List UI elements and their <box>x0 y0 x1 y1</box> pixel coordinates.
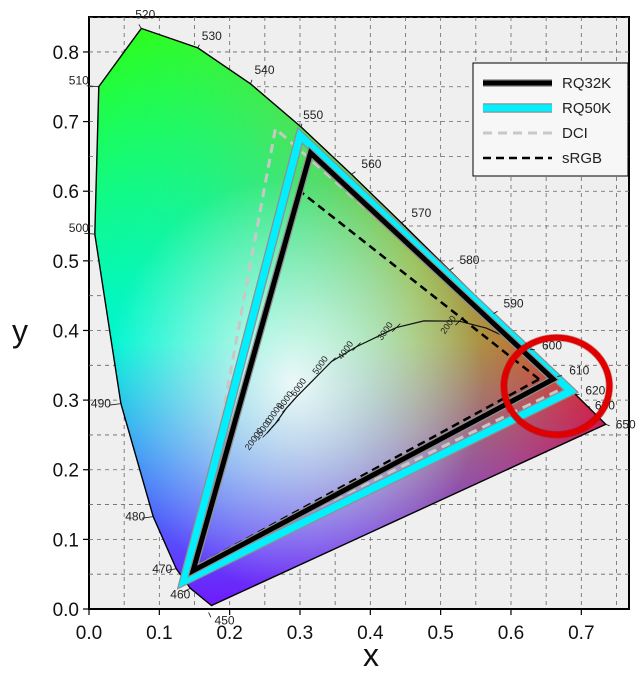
y-tick-label: 0.0 <box>53 600 79 621</box>
cct-tick <box>271 419 280 428</box>
wavelength-label: 490 <box>91 397 111 411</box>
cct-tick <box>262 429 271 438</box>
highlight-ring <box>500 334 613 438</box>
wavelength-tick <box>300 123 303 128</box>
wavelength-tick <box>493 310 498 314</box>
y-tick-label: 0.4 <box>53 321 80 342</box>
wavelength-label: 520 <box>135 7 155 21</box>
axis-ticks: 0.0 0.1 0.2 0.3 0.4 0.5 0.6 0.7 0.0 0.1 0.2 0.3 0.4 0… <box>53 43 595 644</box>
x-tick-label: 0.3 <box>287 623 313 644</box>
x-axis-label: x <box>363 637 379 673</box>
wavelength-label: 530 <box>202 29 222 43</box>
wavelength-tick <box>86 85 99 88</box>
y-tick-label: 0.6 <box>53 182 79 203</box>
wavelength-tick <box>138 24 142 29</box>
x-tick-label: 0.2 <box>216 623 242 644</box>
cct-tick <box>327 357 336 366</box>
gamut-rq32k <box>189 148 558 576</box>
legend: RQ32K RQ50K DCI sRGB <box>472 62 629 177</box>
wavelength-label: 500 <box>69 221 89 235</box>
y-tick-label: 0.5 <box>53 252 79 273</box>
x-tick-label: 0.1 <box>146 623 172 644</box>
y-tick-label: 0.8 <box>53 43 79 64</box>
y-axis-label: y <box>12 313 28 349</box>
cct-tick <box>352 342 361 351</box>
wavelength-label: 550 <box>303 108 323 122</box>
wavelength-tick <box>449 267 454 271</box>
wavelength-tick <box>208 612 212 618</box>
wavelength-label: 650 <box>616 417 636 431</box>
wavelength-tick <box>557 375 563 377</box>
x-tick-label: 0.7 <box>568 623 594 644</box>
wavelength-tick <box>108 403 121 406</box>
y-tick-label: 0.7 <box>53 113 79 134</box>
wavelength-tick <box>351 171 356 175</box>
legend-label-rq32k: RQ32K <box>562 75 611 92</box>
wavelength-tick <box>84 232 95 235</box>
wavelength-tick <box>586 405 591 408</box>
gamut-triangles <box>176 125 580 590</box>
y-tick-label: 0.3 <box>53 391 79 412</box>
wavelength-tick <box>166 568 177 571</box>
wavelength-tick <box>250 79 253 84</box>
planckian-locus-curve <box>266 320 510 434</box>
wavelength-label: 600 <box>542 339 562 353</box>
wavelength-label: 540 <box>254 63 274 77</box>
cct-tick <box>282 403 291 413</box>
wavelength-tick <box>141 516 154 519</box>
wavelength-label: 560 <box>361 157 381 171</box>
wavelength-label: 460 <box>170 587 190 601</box>
wavelength-label: 470 <box>152 562 172 576</box>
highlight-circle <box>500 333 614 439</box>
wavelength-tick <box>182 587 191 593</box>
gamut-dci <box>192 125 570 570</box>
x-tick-label: 0.6 <box>498 623 524 644</box>
wavelength-tick <box>401 220 406 224</box>
wavelength-label: 510 <box>69 74 89 88</box>
cct-tick <box>391 323 401 332</box>
wavelength-label: 480 <box>125 510 145 524</box>
cct-tick <box>292 392 301 402</box>
x-tick-label: 0.0 <box>76 623 102 644</box>
wavelength-label: 610 <box>569 363 589 377</box>
cct-tick <box>305 379 314 389</box>
wavelength-label: 590 <box>504 297 524 311</box>
wavelength-tick <box>605 423 610 427</box>
legend-label-rq50k: RQ50K <box>562 100 611 117</box>
wavelength-labels: 450 460 470 480 490 500 510 520 530 540 550 560 570 5… <box>69 7 636 627</box>
wavelength-label: 580 <box>459 253 479 267</box>
y-tick-label: 0.1 <box>53 530 79 551</box>
wavelength-label: 570 <box>411 206 431 220</box>
wavelength-label: 450 <box>215 613 235 627</box>
wavelength-label: 620 <box>585 383 605 397</box>
x-tick-label: 0.5 <box>427 623 453 644</box>
legend-label-srgb: sRGB <box>562 150 602 167</box>
x-tick-label: 0.4 <box>357 623 384 644</box>
legend-label-dci: DCI <box>562 125 588 142</box>
y-tick-label: 0.2 <box>53 461 79 482</box>
wavelength-tick <box>197 44 200 49</box>
gamut-rq50k <box>178 128 577 588</box>
